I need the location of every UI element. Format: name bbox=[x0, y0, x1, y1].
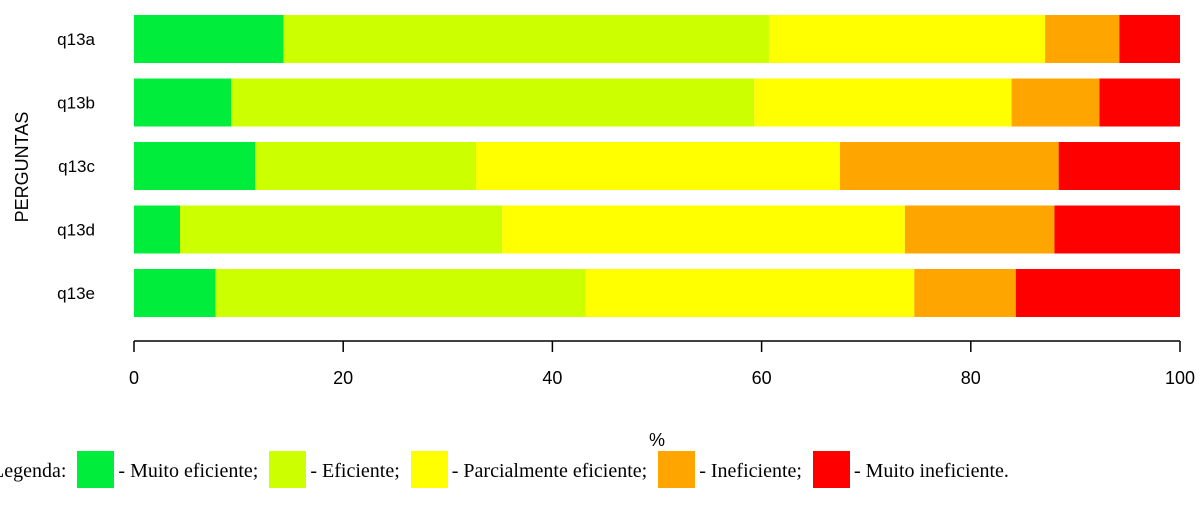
legend-swatch bbox=[658, 451, 696, 488]
bar-segment-q13b-2 bbox=[231, 78, 755, 127]
category-label-q13c: q13c bbox=[58, 157, 95, 176]
bar-segment-q13a-4 bbox=[1045, 15, 1120, 63]
bars-group bbox=[134, 15, 1180, 317]
x-tick-label: 40 bbox=[542, 368, 562, 388]
legend-prefix: Legenda: bbox=[0, 460, 67, 483]
legend-label: - Eficiente; bbox=[310, 460, 400, 483]
legend-swatch bbox=[410, 451, 448, 488]
bar-segment-q13c-4 bbox=[840, 142, 1059, 190]
bar-segment-q13a-2 bbox=[283, 15, 769, 63]
legend: Legenda: - Muito eficiente; - Eficiente;… bbox=[0, 451, 1192, 491]
bar-row-q13a bbox=[134, 15, 1180, 63]
bar-segment-q13e-1 bbox=[134, 269, 216, 317]
bar-segment-q13b-5 bbox=[1099, 78, 1180, 127]
bar-row-q13c bbox=[134, 142, 1180, 190]
legend-item-parcialmente-eficiente: - Parcialmente eficiente; bbox=[405, 451, 648, 488]
x-tick-label: 0 bbox=[129, 368, 139, 388]
bar-segment-q13d-3 bbox=[502, 205, 905, 254]
legend-swatch bbox=[269, 451, 307, 488]
bar-segment-q13e-3 bbox=[585, 269, 915, 317]
bar-segment-q13a-5 bbox=[1119, 15, 1180, 63]
x-tick-label: 100 bbox=[1165, 368, 1195, 388]
bar-segment-q13b-4 bbox=[1011, 78, 1100, 127]
category-label-q13a: q13a bbox=[57, 30, 95, 49]
bar-segment-q13b-3 bbox=[754, 78, 1012, 127]
bar-segment-q13d-5 bbox=[1054, 205, 1180, 254]
bar-segment-q13d-4 bbox=[904, 205, 1055, 254]
category-label-q13e: q13e bbox=[57, 284, 95, 303]
x-axis-label: % bbox=[649, 430, 665, 450]
category-labels: q13a q13b q13c q13d q13e bbox=[57, 30, 95, 303]
bar-segment-q13a-1 bbox=[134, 15, 284, 63]
bar-segment-q13e-4 bbox=[914, 269, 1016, 317]
category-label-q13b: q13b bbox=[57, 94, 95, 113]
bar-segment-q13a-3 bbox=[768, 15, 1046, 63]
bar-segment-q13c-1 bbox=[134, 142, 256, 190]
bar-segment-q13c-5 bbox=[1058, 142, 1180, 190]
legend-item-eficiente: - Eficiente; bbox=[263, 451, 400, 488]
legend-swatch bbox=[812, 451, 850, 488]
legend-swatch bbox=[77, 451, 115, 488]
category-label-q13d: q13d bbox=[57, 221, 95, 240]
legend-label: - Muito eficiente; bbox=[118, 460, 259, 483]
bar-segment-q13c-2 bbox=[255, 142, 477, 190]
bar-row-q13e bbox=[134, 269, 1180, 317]
legend-item-muito-eficiente: - Muito eficiente; bbox=[71, 451, 259, 488]
x-tick-label: 80 bbox=[961, 368, 981, 388]
legend-item-ineficiente: - Ineficiente; bbox=[652, 451, 802, 488]
bar-segment-q13c-3 bbox=[476, 142, 841, 190]
bar-segment-q13b-1 bbox=[134, 78, 232, 127]
x-tick-label: 20 bbox=[333, 368, 353, 388]
x-tick-label: 60 bbox=[752, 368, 772, 388]
legend-label: - Muito ineficiente. bbox=[853, 460, 1009, 483]
bar-segment-q13d-2 bbox=[180, 205, 503, 254]
legend-label: - Ineficiente; bbox=[699, 460, 802, 483]
bar-segment-q13e-5 bbox=[1015, 269, 1180, 317]
bar-row-q13d bbox=[134, 205, 1180, 254]
bar-segment-q13d-1 bbox=[134, 205, 181, 254]
y-axis-label: PERGUNTAS bbox=[12, 112, 32, 223]
bar-segment-q13e-2 bbox=[215, 269, 586, 317]
x-axis: 0 20 40 60 80 100 bbox=[129, 340, 1195, 388]
legend-item-muito-ineficiente: - Muito ineficiente. bbox=[807, 451, 1009, 488]
legend-label: - Parcialmente eficiente; bbox=[451, 460, 648, 483]
bar-row-q13b bbox=[134, 78, 1180, 127]
stacked-bar-chart: q13a q13b q13c q13d q13e 0 20 40 60 80 100 % PERG… bbox=[12, 15, 1195, 450]
